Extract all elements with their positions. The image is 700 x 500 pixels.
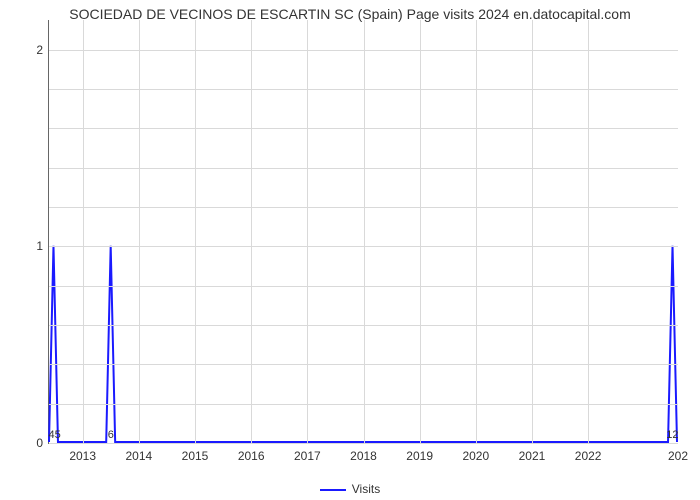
legend-label: Visits <box>352 482 380 496</box>
xtick-label: 2018 <box>350 449 377 463</box>
legend-swatch <box>320 489 346 491</box>
gridline-v <box>83 20 84 443</box>
gridline-v <box>588 20 589 443</box>
data-point-value-label: 45 <box>48 429 60 441</box>
gridline-v <box>251 20 252 443</box>
chart-container: SOCIEDAD DE VECINOS DE ESCARTIN SC (Spai… <box>0 0 700 500</box>
gridline-v <box>420 20 421 443</box>
legend: Visits <box>0 482 700 496</box>
gridline-v <box>307 20 308 443</box>
xtick-label: 2013 <box>69 449 96 463</box>
data-point-value-label: 12 <box>666 429 678 441</box>
xtick-label: 2014 <box>125 449 152 463</box>
xtick-label: 2019 <box>406 449 433 463</box>
xtick-label: 2020 <box>462 449 489 463</box>
gridline-v <box>139 20 140 443</box>
ytick-label: 1 <box>36 239 43 253</box>
xtick-label: 2022 <box>575 449 602 463</box>
gridline-v <box>476 20 477 443</box>
gridline-h <box>49 443 678 444</box>
ytick-label: 0 <box>36 436 43 450</box>
data-point-value-label: 6 <box>108 429 114 441</box>
xtick-label-end: 202 <box>668 449 688 463</box>
xtick-label: 2017 <box>294 449 321 463</box>
gridline-v <box>532 20 533 443</box>
gridline-v <box>195 20 196 443</box>
xtick-label: 2015 <box>182 449 209 463</box>
xtick-label: 2016 <box>238 449 265 463</box>
gridline-v <box>364 20 365 443</box>
plot-area: 0122013201420152016201720182019202020212… <box>48 20 678 444</box>
ytick-label: 2 <box>36 43 43 57</box>
xtick-label: 2021 <box>519 449 546 463</box>
